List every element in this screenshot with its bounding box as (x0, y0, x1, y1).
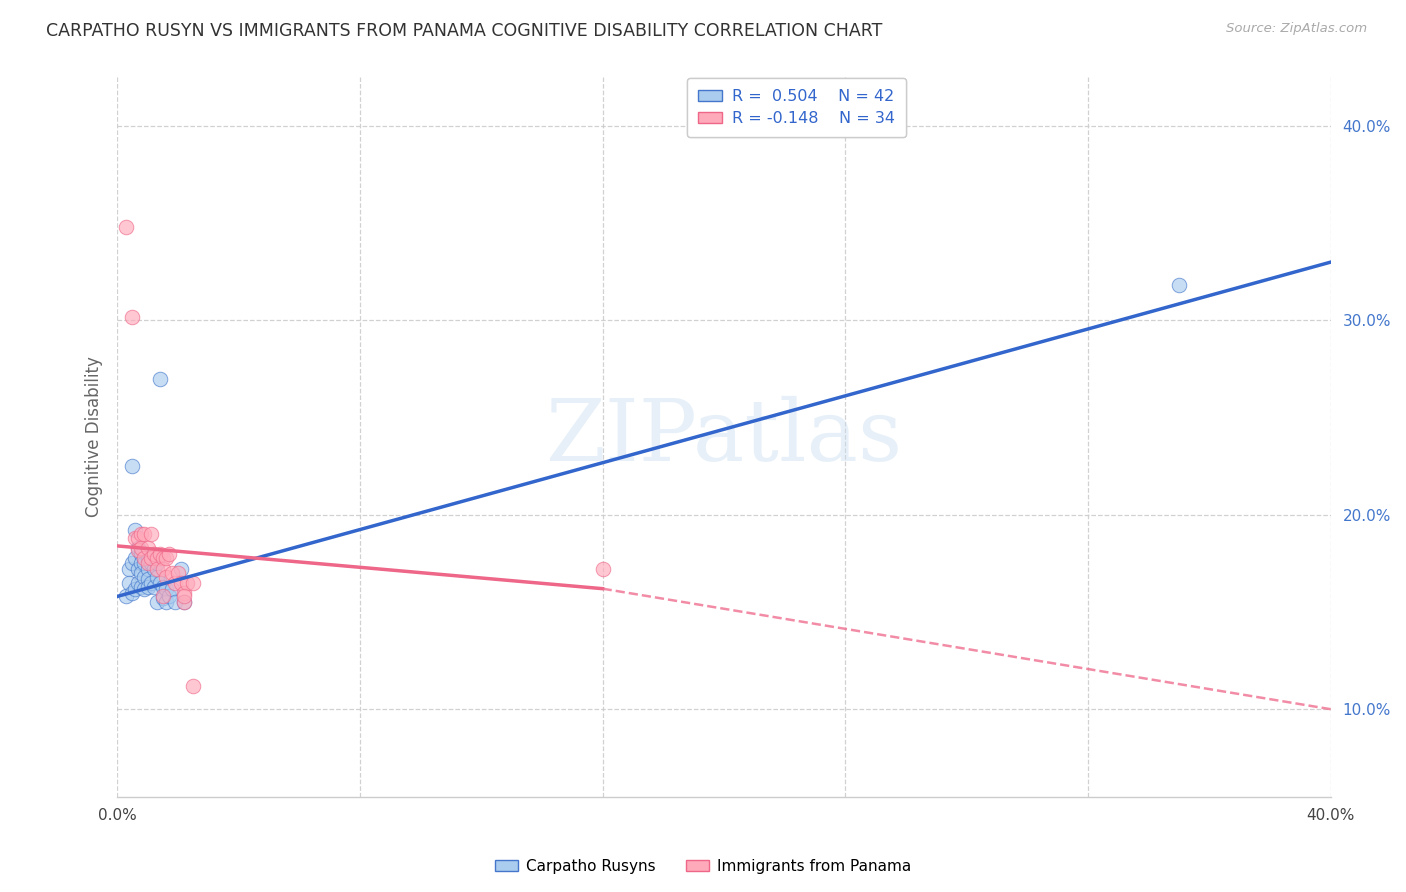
Point (170, 575, 193, 590)
Point (170, 562, 193, 576)
Point (115, 220, 138, 235)
Point (155, 570, 177, 584)
Point (121, 310, 143, 324)
Point (134, 550, 156, 565)
Point (139, 527, 162, 541)
Point (131, 580, 153, 594)
Point (127, 531, 149, 545)
Point (155, 550, 177, 565)
Point (134, 527, 156, 541)
Point (127, 562, 149, 576)
Point (145, 557, 167, 571)
Point (142, 547, 165, 561)
Point (131, 557, 153, 571)
Point (139, 575, 162, 590)
Point (127, 542, 149, 557)
Point (152, 590, 174, 604)
Text: Source: ZipAtlas.com: Source: ZipAtlas.com (1226, 22, 1367, 36)
Point (592, 562, 614, 576)
Point (149, 372, 172, 386)
Point (124, 582, 146, 596)
Point (173, 595, 195, 609)
Point (163, 575, 186, 590)
Point (149, 547, 172, 561)
Point (1168, 278, 1191, 293)
Legend: Carpatho Rusyns, Immigrants from Panama: Carpatho Rusyns, Immigrants from Panama (489, 853, 917, 880)
Point (121, 459, 143, 474)
Point (136, 557, 159, 571)
Point (124, 550, 146, 565)
Point (167, 566, 190, 581)
Point (139, 557, 162, 571)
Point (155, 595, 177, 609)
Legend: R =  0.504    N = 42, R = -0.148    N = 34: R = 0.504 N = 42, R = -0.148 N = 34 (688, 78, 907, 137)
Point (145, 570, 167, 584)
Point (155, 582, 177, 596)
Y-axis label: Cognitive Disability: Cognitive Disability (86, 357, 103, 517)
Point (136, 550, 159, 565)
Point (152, 550, 174, 565)
Point (142, 562, 165, 576)
Point (152, 591, 174, 606)
Point (131, 566, 153, 581)
Point (145, 562, 167, 576)
Point (152, 580, 174, 594)
Point (121, 585, 143, 599)
Point (157, 547, 180, 561)
Point (136, 562, 159, 576)
Point (160, 566, 183, 581)
Point (131, 527, 153, 541)
Point (121, 557, 143, 571)
Point (173, 595, 195, 609)
Point (173, 585, 195, 599)
Point (131, 541, 153, 555)
Point (160, 582, 183, 596)
Point (124, 531, 146, 545)
Point (136, 580, 159, 594)
Point (136, 541, 159, 555)
Point (136, 572, 159, 586)
Point (181, 575, 204, 590)
Point (157, 590, 180, 604)
Text: CARPATHO RUSYN VS IMMIGRANTS FROM PANAMA COGNITIVE DISABILITY CORRELATION CHART: CARPATHO RUSYN VS IMMIGRANTS FROM PANAMA… (46, 22, 883, 40)
Point (134, 557, 156, 571)
Point (139, 550, 162, 565)
Point (176, 575, 198, 590)
Point (134, 570, 156, 584)
Point (134, 582, 156, 596)
Point (152, 562, 174, 576)
Point (115, 590, 138, 604)
Point (163, 595, 186, 609)
Point (145, 550, 167, 565)
Point (118, 562, 141, 576)
Point (173, 590, 195, 604)
Point (118, 575, 141, 590)
Point (131, 547, 153, 561)
Point (127, 575, 149, 590)
Point (142, 580, 165, 594)
Point (181, 679, 204, 693)
Point (145, 595, 167, 609)
Point (127, 541, 149, 555)
Point (149, 575, 172, 590)
Text: ZIPatlas: ZIPatlas (546, 395, 903, 479)
Point (124, 524, 146, 538)
